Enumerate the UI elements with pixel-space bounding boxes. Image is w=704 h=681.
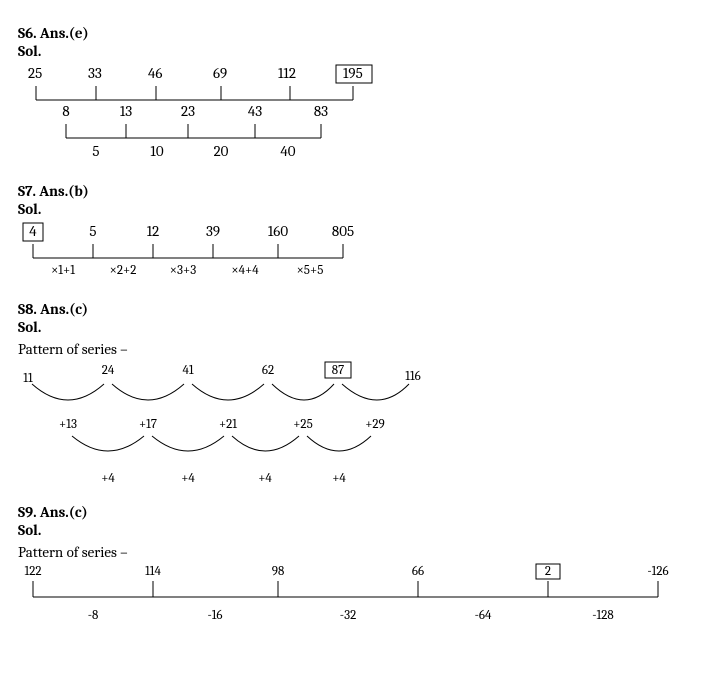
s7-op0: ×1+1 — [51, 263, 75, 278]
s9-d4: -128 — [592, 608, 613, 623]
s8-dd1: +4 — [181, 471, 195, 486]
s9-d3: -64 — [475, 608, 492, 623]
s7-n5: 805 — [332, 222, 354, 240]
s7-sol-label: Sol. — [18, 200, 686, 218]
s6-n4: 112 — [278, 64, 296, 82]
s9-d0: -8 — [88, 608, 99, 623]
s8-n5: 116 — [405, 369, 421, 384]
s8-heading: S8. Ans.(c) — [18, 300, 686, 318]
s6-diagram: 25 33 46 69 112 195 8 13 23 43 83 5 10 2… — [18, 64, 378, 174]
s8-diagram: 11 24 41 62 87 116 +13 +17 +21 +25 +29 +… — [18, 360, 438, 495]
s6-dd1: 10 — [150, 142, 163, 160]
s9-d2: -32 — [340, 608, 356, 623]
s8-dd0: +4 — [101, 471, 115, 486]
s7-diagram: 4 5 12 39 160 805 ×1+1 ×2+2 ×3+3 ×4+4 ×5… — [18, 222, 378, 292]
s8-sol-label: Sol. — [18, 318, 686, 336]
s9-diagram: 122 114 98 66 2 -126 -8 -16 -32 -64 -128 — [18, 563, 678, 633]
s6-dd0: 5 — [92, 142, 99, 160]
s6-n3: 69 — [213, 64, 227, 82]
s6-d3: 43 — [248, 102, 262, 120]
s6-dd3: 40 — [280, 142, 295, 160]
s6-heading: S6. Ans.(e) — [18, 24, 686, 42]
s7-heading: S7. Ans.(b) — [18, 182, 686, 200]
s6-n2: 46 — [148, 64, 162, 82]
s9-heading: S9. Ans.(c) — [18, 503, 686, 521]
s9-n5: -126 — [647, 564, 668, 579]
s7-n0: 4 — [29, 222, 37, 240]
s6-n1: 33 — [88, 64, 102, 82]
s8-dd2: +4 — [258, 471, 272, 486]
s8-n4: 87 — [332, 363, 344, 378]
s7-op1: ×2+2 — [110, 263, 137, 278]
s8-d4: +29 — [365, 417, 385, 432]
s8-n3: 62 — [262, 363, 274, 378]
s6-sol-label: Sol. — [18, 42, 686, 60]
s7-op3: ×4+4 — [231, 263, 259, 278]
s9-n1: 114 — [145, 564, 161, 579]
s9-n0: 122 — [25, 564, 42, 579]
s8-d1: +17 — [139, 417, 157, 432]
s6-d4: 83 — [314, 102, 328, 120]
s8-dd3: +4 — [332, 471, 346, 486]
s8-pattern-label: Pattern of series – — [18, 340, 686, 358]
s6-n0: 25 — [28, 64, 42, 82]
s6-d1: 13 — [120, 102, 132, 120]
s6-d0: 8 — [62, 102, 69, 120]
s8-n2: 41 — [182, 363, 193, 378]
s7-n2: 12 — [147, 222, 160, 240]
s8-n1: 24 — [102, 363, 115, 378]
s8-n0: 11 — [23, 371, 33, 386]
s9-n2: 98 — [272, 564, 285, 579]
s7-op4: ×5+5 — [297, 263, 324, 278]
s6-d2: 23 — [181, 102, 195, 120]
s7-n4: 160 — [268, 222, 288, 240]
s9-d1: -16 — [207, 608, 222, 623]
s7-n3: 39 — [206, 222, 220, 240]
s8-d2: +21 — [219, 417, 237, 432]
s8-d0: +13 — [59, 417, 77, 432]
s6-n5: 195 — [343, 64, 363, 82]
s7-op2: ×3+3 — [170, 263, 196, 278]
s9-n4: 2 — [545, 564, 551, 579]
s9-pattern-label: Pattern of series – — [18, 543, 686, 561]
s8-d3: +25 — [293, 417, 313, 432]
s6-dd2: 20 — [214, 142, 229, 160]
s7-n1: 5 — [89, 222, 96, 240]
s9-n3: 66 — [412, 564, 424, 579]
s9-sol-label: Sol. — [18, 521, 686, 539]
